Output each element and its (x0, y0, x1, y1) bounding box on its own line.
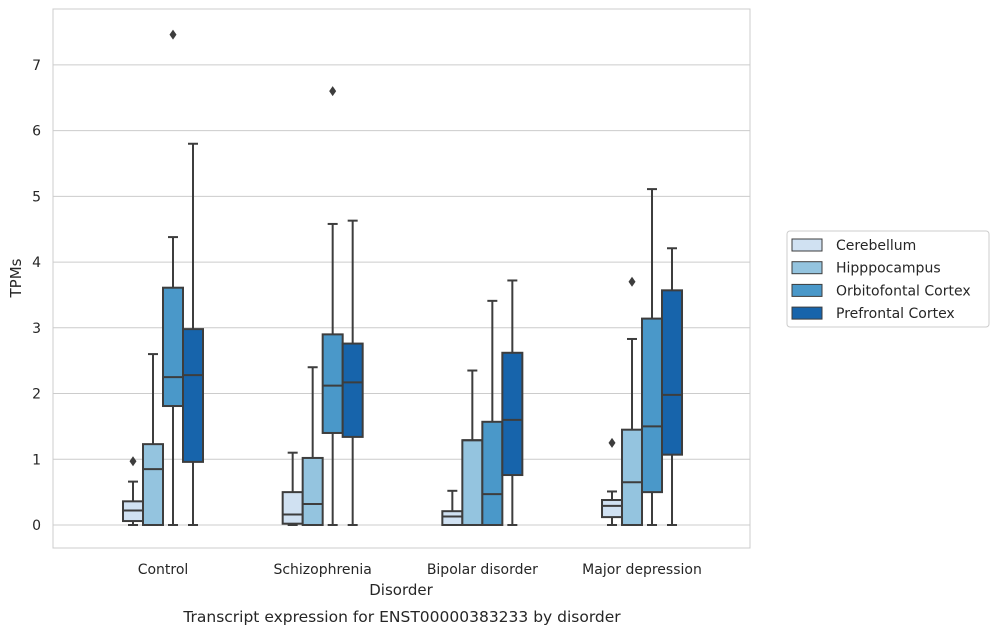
box-iqr (621, 428, 644, 526)
box-iqr (281, 491, 304, 525)
box-iqr (162, 286, 184, 408)
outlier-point (329, 86, 337, 97)
legend-swatch (791, 238, 823, 252)
y-tick-label: 6 (32, 124, 41, 140)
y-tick-label: 0 (32, 518, 41, 534)
legend-label: Orbitofontal Cortex (836, 283, 971, 299)
y-axis-label: TPMs (7, 258, 25, 298)
box-iqr (481, 420, 504, 526)
y-tick-label: 2 (32, 387, 41, 403)
y-tick-label: 3 (32, 321, 41, 337)
series-orbitofontal-cortex (162, 29, 664, 526)
box-plot (142, 353, 164, 526)
box-plot (162, 29, 184, 526)
box-series (122, 29, 684, 526)
box-iqr (641, 317, 664, 494)
box-iqr (341, 342, 364, 438)
outlier-point (608, 437, 616, 448)
box-plot (321, 86, 344, 526)
series-prefrontal-cortex (182, 142, 684, 526)
x-tick-label: Major depression (582, 562, 702, 578)
box-iqr (501, 351, 524, 477)
box-plot (341, 219, 364, 526)
box-iqr (301, 456, 324, 526)
y-tick-label: 1 (32, 452, 41, 468)
box-plot (122, 456, 144, 526)
box-plot (481, 299, 504, 526)
x-tick-label: Control (138, 562, 189, 578)
series-hipppocampus (142, 276, 644, 526)
y-tick-label: 7 (32, 58, 41, 74)
box-plot (641, 188, 664, 526)
series-cerebellum (122, 437, 624, 526)
legend-swatch (791, 306, 823, 320)
box-plot (281, 451, 304, 526)
legend-label: Prefrontal Cortex (836, 306, 955, 322)
box-iqr (441, 510, 464, 526)
box-plot (601, 437, 624, 526)
box-iqr (461, 439, 484, 526)
plot-area-frame (52, 8, 751, 549)
x-axis-ticks: Control Schizophrenia Bipolar disorder Majo… (138, 562, 702, 578)
box-plot (621, 276, 644, 526)
y-axis-ticks: 0 1 2 3 4 5 6 7 (32, 58, 41, 534)
y-tick-label: 4 (32, 255, 41, 271)
box-iqr (182, 328, 204, 463)
box-plot (182, 142, 204, 526)
x-tick-label: Bipolar disorder (427, 562, 538, 578)
box-iqr (321, 333, 344, 434)
box-iqr (601, 499, 624, 519)
legend-label: Hipppocampus (836, 261, 941, 277)
box-iqr (142, 443, 164, 526)
y-tick-label: 5 (32, 189, 41, 205)
outlier-point (169, 29, 177, 40)
box-plot (661, 247, 684, 526)
legend-swatch (791, 261, 823, 275)
legend-label: Cerebellum (836, 238, 916, 254)
box-plot (441, 489, 464, 526)
box-iqr (661, 289, 684, 456)
box-plot (301, 366, 324, 526)
box-plot (501, 279, 524, 526)
chart-caption: Transcript expression for ENST0000038323… (182, 608, 621, 626)
legend-frame (786, 230, 990, 328)
outlier-point (628, 276, 636, 287)
x-tick-label: Schizophrenia (273, 562, 371, 578)
outlier-point (129, 456, 137, 467)
x-axis-label: Disorder (369, 581, 433, 599)
legend: Cerebellum Hipppocampus Orbitofontal Corte… (786, 230, 990, 328)
legend-swatch (791, 283, 823, 297)
